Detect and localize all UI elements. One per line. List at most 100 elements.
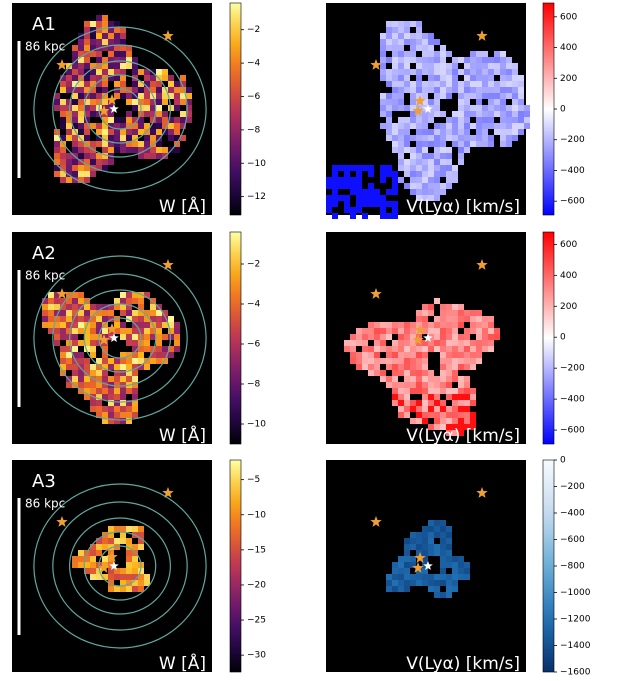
pixel <box>398 117 404 123</box>
pixel <box>422 568 428 574</box>
pixel <box>78 57 84 63</box>
pixel <box>518 123 524 129</box>
pixel <box>380 207 386 213</box>
pixel <box>404 370 410 376</box>
pixel <box>84 394 90 400</box>
pixel <box>422 556 428 562</box>
pixel <box>500 111 506 117</box>
pixel <box>102 165 108 171</box>
pixel <box>84 370 90 376</box>
pixel <box>114 117 120 123</box>
contour <box>52 501 188 631</box>
pixel <box>120 376 126 382</box>
pixel <box>48 316 54 322</box>
pixel <box>60 334 66 340</box>
pixel <box>470 388 476 394</box>
pixel <box>54 135 60 141</box>
pixel <box>482 111 488 117</box>
colorbar-tick-label: 600 <box>560 240 577 250</box>
pixel <box>156 117 162 123</box>
pixel <box>132 568 138 574</box>
pixel <box>380 201 386 207</box>
pixel <box>440 57 446 63</box>
pixel <box>422 352 428 358</box>
pixel <box>422 310 428 316</box>
pixel <box>162 346 168 352</box>
pixel <box>446 304 452 310</box>
pixel <box>446 418 452 424</box>
pixel <box>120 532 126 538</box>
pixel <box>386 99 392 105</box>
pixel <box>476 123 482 129</box>
pixel <box>446 177 452 183</box>
pixel <box>60 364 66 370</box>
pixel <box>114 574 120 580</box>
pixel <box>386 382 392 388</box>
pixel <box>428 340 434 346</box>
pixel <box>138 538 144 544</box>
pixel <box>90 340 96 346</box>
pixel <box>138 532 144 538</box>
pixel <box>410 117 416 123</box>
pixel <box>66 292 72 298</box>
pixel <box>410 322 416 328</box>
pixel <box>470 424 476 430</box>
pixel <box>102 388 108 394</box>
pixel <box>362 201 368 207</box>
pixel <box>84 147 90 153</box>
pixel <box>96 574 102 580</box>
pixel <box>494 105 500 111</box>
pixel <box>138 328 144 334</box>
pixel <box>386 81 392 87</box>
pixel <box>440 544 446 550</box>
pixel <box>102 322 108 328</box>
pixel <box>494 63 500 69</box>
pixel <box>446 538 452 544</box>
pixel <box>108 117 114 123</box>
pixel <box>126 141 132 147</box>
pixel <box>518 99 524 105</box>
pixel <box>440 171 446 177</box>
pixel <box>392 69 398 75</box>
colorbar-tick-label: −600 <box>560 535 585 545</box>
pixel <box>434 159 440 165</box>
pixel <box>440 147 446 153</box>
pixel <box>132 141 138 147</box>
pixel <box>410 334 416 340</box>
pixel <box>488 87 494 93</box>
pixel <box>168 117 174 123</box>
pixel <box>392 400 398 406</box>
pixel <box>440 69 446 75</box>
pixel <box>84 99 90 105</box>
pixel <box>114 322 120 328</box>
pixel <box>374 346 380 352</box>
pixel <box>138 123 144 129</box>
pixel <box>180 75 186 81</box>
pixel <box>126 57 132 63</box>
pixel <box>72 63 78 69</box>
pixel <box>174 105 180 111</box>
pixel <box>452 412 458 418</box>
pixel <box>150 123 156 129</box>
pixel <box>434 57 440 63</box>
pixel <box>60 298 66 304</box>
pixel <box>458 412 464 418</box>
pixel <box>350 189 356 195</box>
pixel <box>440 562 446 568</box>
pixel <box>416 117 422 123</box>
pixel <box>42 316 48 322</box>
pixel <box>428 33 434 39</box>
pixel <box>60 75 66 81</box>
pixel <box>162 111 168 117</box>
pixel <box>96 93 102 99</box>
pixel <box>108 574 114 580</box>
pixel <box>114 586 120 592</box>
pixel <box>452 388 458 394</box>
contour <box>83 303 157 373</box>
pixel <box>386 580 392 586</box>
pixel <box>410 87 416 93</box>
pixel <box>512 129 518 135</box>
pixel <box>392 33 398 39</box>
pixel <box>470 111 476 117</box>
star <box>370 59 382 70</box>
